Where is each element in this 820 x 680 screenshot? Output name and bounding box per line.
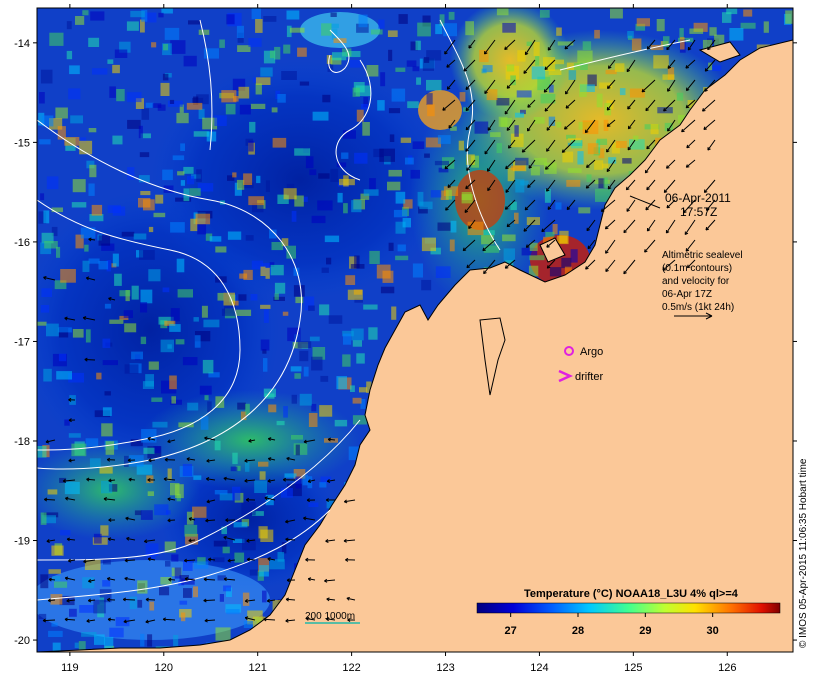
x-tick-label: 124 (530, 662, 548, 674)
x-tick-label: 123 (436, 662, 454, 674)
colorbar-tick-label: 27 (505, 625, 517, 637)
x-tick-label: 121 (249, 662, 267, 674)
y-tick-label: -16 (14, 237, 30, 249)
x-tick-label: 126 (718, 662, 736, 674)
argo-circle-icon (564, 346, 574, 356)
y-tick-label: -15 (14, 137, 30, 149)
scale-arrow-icon (674, 312, 713, 320)
x-tick-label: 125 (624, 662, 642, 674)
x-tick-label: 120 (155, 662, 173, 674)
colorbar-title: Temperature (°C) NOAA18_L3U 4% ql>=4 (524, 588, 739, 600)
y-tick-label: -14 (14, 38, 30, 50)
altimetry-note-line: (0.1m contours) (662, 263, 732, 274)
colorbar-tick-label: 28 (572, 625, 584, 637)
credit-text: © IMOS 05-Apr-2015 11:06:35 Hobart time (798, 458, 809, 649)
drifter-chevron-icon (558, 369, 574, 383)
altimetry-note-line: 06-Apr 17Z (662, 289, 712, 300)
time-label: 17:57Z (680, 205, 717, 219)
argo-legend: Argo (564, 346, 603, 358)
colorbar-tick-label: 30 (707, 625, 719, 637)
y-tick-label: -18 (14, 436, 30, 448)
argo-label: Argo (580, 346, 603, 358)
colorbar-tick-label: 29 (639, 625, 651, 637)
y-tick-label: -17 (14, 336, 30, 348)
altimetry-note-line: and velocity for (662, 276, 730, 287)
date-label: 06-Apr-2011 (665, 191, 731, 205)
y-tick-label: -20 (14, 635, 30, 647)
y-axis: -14 -15 -16 -17 -18 -19 -20 (14, 38, 797, 647)
colorbar: Temperature (°C) NOAA18_L3U 4% ql>=4 27 2… (476, 588, 781, 637)
date-pointer (629, 195, 661, 209)
x-axis: 119 120 121 122 123 124 125 126 (61, 4, 736, 674)
plot-frame (36, 7, 794, 653)
x-tick-label: 119 (61, 662, 79, 674)
drifter-label: drifter (575, 371, 603, 383)
sealevel-contours (37, 19, 691, 601)
x-tick-label: 122 (342, 662, 360, 674)
colorbar-ramp (476, 602, 781, 614)
altimetry-note: Altimetric sealevel (0.1m contours) and … (662, 250, 743, 320)
islands (479, 41, 741, 396)
altimetry-note-line: Altimetric sealevel (662, 250, 743, 261)
y-tick-label: -19 (14, 536, 30, 548)
altimetry-note-line: 0.5m/s (1kt 24h) (662, 302, 734, 313)
land-mass (37, 39, 793, 652)
drifter-legend: drifter (558, 369, 603, 383)
velocity-vectors (42, 39, 716, 624)
isobath-legend: 200 1000m (305, 611, 360, 624)
isobath-label: 200 1000m (305, 611, 355, 622)
